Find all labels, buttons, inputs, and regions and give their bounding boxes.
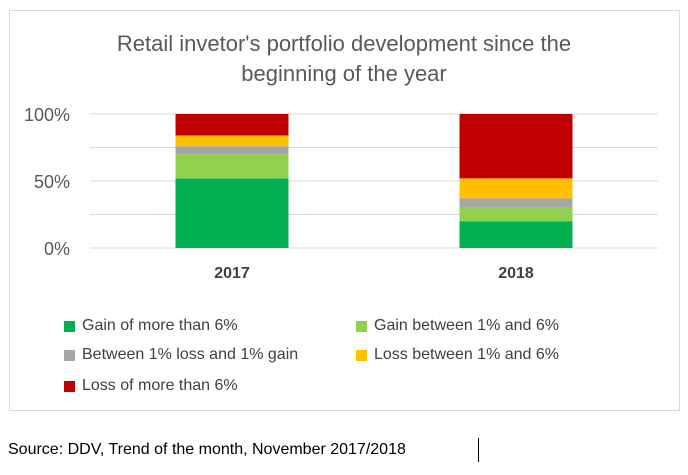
bar-segment [459, 178, 573, 199]
bar-segment [175, 146, 289, 155]
x-category-label: 2018 [498, 265, 534, 282]
bar-segment [175, 178, 289, 248]
bar-segment [459, 207, 573, 222]
bar-segment [175, 154, 289, 179]
x-category-label: 2017 [214, 265, 250, 282]
legend-label: Gain between 1% and 6% [374, 317, 560, 334]
legend-swatch [356, 321, 367, 332]
source-note: Source: DDV, Trend of the month, Novembe… [8, 441, 406, 458]
legend-swatch [64, 381, 75, 392]
text-cursor [478, 438, 479, 462]
bar-segment [175, 135, 289, 147]
legend-label: Loss of more than 6% [82, 377, 238, 394]
y-tick-label: 100% [24, 105, 70, 125]
bar-segment [459, 114, 573, 179]
bar-segment [175, 114, 289, 136]
y-tick-label: 0% [44, 239, 70, 259]
chart-title-line-1: Retail invetor's portfolio development s… [116, 31, 572, 56]
legend-label: Between 1% loss and 1% gain [82, 346, 299, 363]
legend-label: Loss between 1% and 6% [374, 346, 560, 363]
legend-swatch [356, 350, 367, 361]
legend-swatch [64, 321, 75, 332]
chart-title-line-2: beginning of the year [241, 61, 447, 86]
bar-segment [459, 221, 573, 248]
bar-segment [459, 198, 573, 208]
y-tick-label: 50% [34, 172, 70, 192]
legend-label: Gain of more than 6% [82, 317, 238, 334]
legend-swatch [64, 350, 75, 361]
